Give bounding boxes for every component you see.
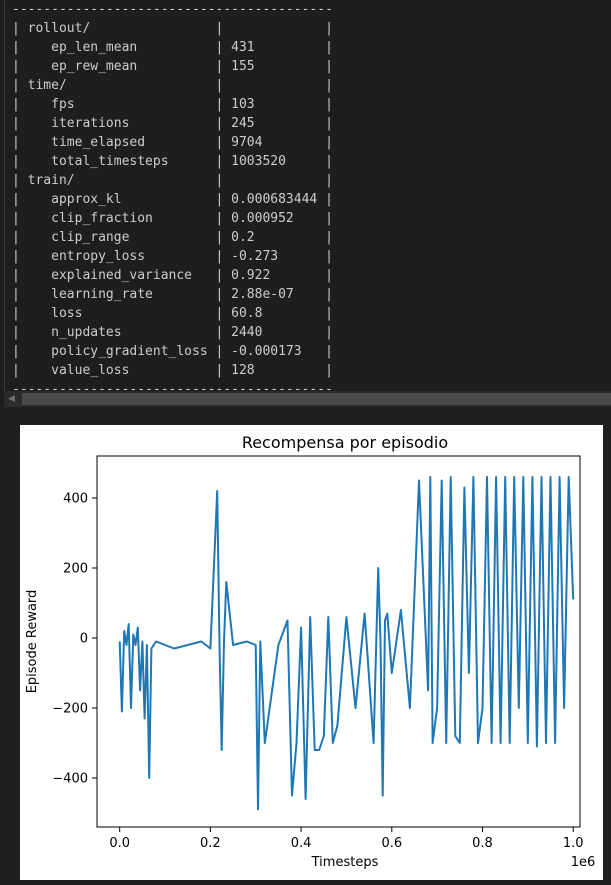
console-border xyxy=(4,0,5,408)
chart-title: Recompensa por episodio xyxy=(242,433,448,452)
x-axis-label: Timesteps xyxy=(311,855,379,870)
training-log-table: ----------------------------------------… xyxy=(12,2,333,397)
scrollbar-thumb[interactable] xyxy=(22,393,611,405)
axes-frame xyxy=(96,455,581,828)
console-output: ----------------------------------------… xyxy=(0,0,611,410)
y-axis-label: Episode Reward xyxy=(25,590,40,694)
x-tick-label: 0.6 xyxy=(381,836,402,851)
plot-area xyxy=(118,476,575,811)
series-line-0 xyxy=(118,476,575,811)
x-axis-offset-label: 1e6 xyxy=(571,855,596,870)
reward-chart-svg: Recompensa por episodio 0.0 0.2 0.4 0.6 0.8 1… xyxy=(25,433,596,870)
reward-plot: Recompensa por episodio 0.0 0.2 0.4 0.6 0.8 1… xyxy=(20,425,603,880)
y-tick-label: 0 xyxy=(80,632,88,647)
x-tick-label: 0.4 xyxy=(291,836,312,851)
x-tick-label: 0.8 xyxy=(472,836,493,851)
scroll-left-arrow-icon[interactable]: ◀ xyxy=(8,394,15,404)
x-tick-label: 0.2 xyxy=(200,836,221,851)
x-tick-label: 1.0 xyxy=(563,836,584,851)
y-tick-label: 400 xyxy=(63,492,88,507)
horizontal-scrollbar[interactable]: ◀ xyxy=(4,391,611,407)
x-tick-label: 0.0 xyxy=(109,836,130,851)
y-tick-label: −200 xyxy=(52,702,88,717)
y-tick-label: −400 xyxy=(52,772,88,787)
x-axis-ticks: 0.0 0.2 0.4 0.6 0.8 1.0 xyxy=(109,827,584,851)
y-tick-label: 200 xyxy=(63,562,88,577)
y-axis-ticks: −400 −200 0 200 400 xyxy=(52,492,97,787)
